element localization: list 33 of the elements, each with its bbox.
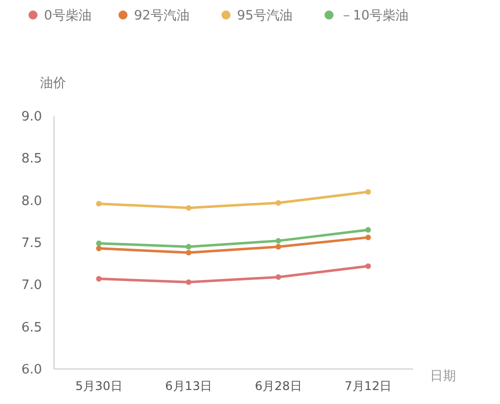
- x-axis-title: 日期: [430, 369, 456, 384]
- point: [96, 276, 102, 282]
- y-tick-label: 7.0: [21, 278, 42, 294]
- legend-label: －10号柴油: [340, 8, 409, 24]
- point: [186, 279, 192, 285]
- point: [276, 200, 282, 206]
- point: [276, 238, 282, 244]
- point: [365, 234, 371, 240]
- x-tick-label: 7月12日: [344, 379, 392, 393]
- point: [365, 227, 371, 233]
- x-tick-label: 6月13日: [165, 379, 212, 393]
- legend-label: 95号汽油: [237, 8, 293, 24]
- y-tick-label: 7.5: [21, 236, 42, 252]
- y-tick-label: 8.0: [21, 194, 42, 209]
- point: [186, 244, 192, 250]
- x-tick-label: 6月28日: [254, 379, 302, 393]
- y-tick-label: 9.0: [21, 110, 42, 125]
- legend-label: 0号柴油: [44, 8, 92, 24]
- point: [365, 263, 371, 269]
- point: [186, 205, 192, 211]
- point: [365, 189, 371, 195]
- y-tick-label: 6.0: [21, 362, 42, 378]
- y-axis-title: 油价: [40, 76, 66, 91]
- point: [186, 250, 192, 256]
- point: [276, 274, 282, 280]
- point: [96, 200, 102, 207]
- y-tick-label: 8.5: [21, 152, 42, 167]
- y-tick-label: 6.5: [21, 320, 42, 336]
- x-tick-label: 5月30日: [75, 379, 122, 393]
- point: [96, 246, 102, 252]
- point: [276, 244, 282, 250]
- legend-label: 92号汽油: [134, 8, 190, 24]
- point: [96, 240, 102, 246]
